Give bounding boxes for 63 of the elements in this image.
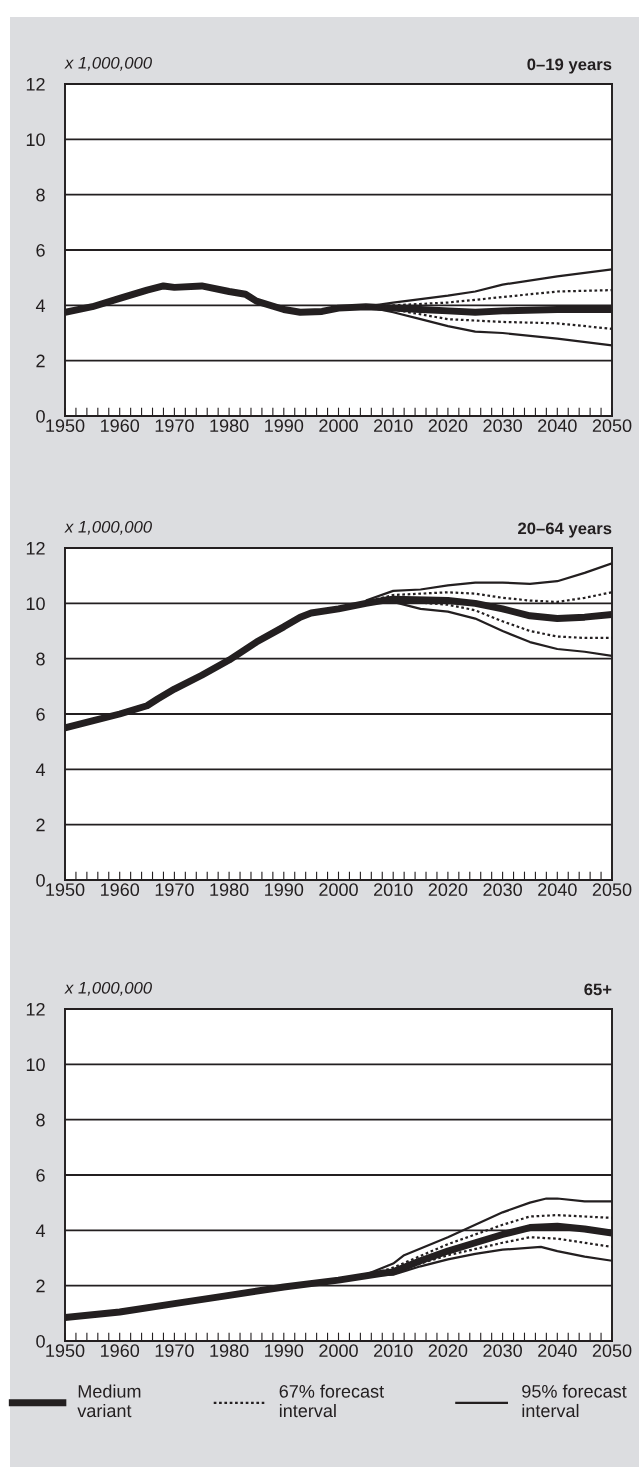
x-tick-label: 2020 bbox=[428, 1344, 468, 1358]
y-tick-label: 12 bbox=[26, 77, 45, 91]
x-tick-label: 2050 bbox=[592, 1344, 632, 1358]
y-tick-label: 0 bbox=[36, 1334, 45, 1348]
y-tick-label: 8 bbox=[36, 1113, 45, 1127]
y-tick-label: 6 bbox=[36, 1168, 45, 1182]
x-tick-label: 2030 bbox=[483, 1344, 522, 1358]
y-tick-label: 10 bbox=[26, 1058, 45, 1072]
x-tick-label: 1980 bbox=[210, 883, 249, 897]
x-tick-label: 1960 bbox=[101, 1344, 140, 1358]
y-tick-label: 10 bbox=[26, 133, 45, 147]
x-tick-label: 2040 bbox=[538, 883, 577, 897]
y-tick-label: 2 bbox=[36, 818, 45, 832]
x-tick-label: 2040 bbox=[538, 419, 577, 433]
y-tick-label: 12 bbox=[26, 541, 45, 555]
x-tick-label: 1950 bbox=[46, 1344, 85, 1358]
y-axis-title: x 1,000,000 bbox=[64, 56, 152, 71]
y-axis-title: x 1,000,000 bbox=[64, 981, 152, 996]
x-tick-label: 1990 bbox=[265, 419, 304, 433]
x-tick-label: 1970 bbox=[155, 419, 194, 433]
legend-label: 67% forecast interval bbox=[279, 1384, 384, 1418]
x-tick-label: 1970 bbox=[155, 883, 194, 897]
y-tick-label: 4 bbox=[35, 299, 46, 312]
y-tick-label: 4 bbox=[35, 763, 46, 776]
y-tick-label: 12 bbox=[26, 1002, 45, 1016]
x-tick-label: 2050 bbox=[592, 883, 632, 897]
x-tick-label: 2020 bbox=[428, 419, 468, 433]
chart-title: 20–64 years bbox=[518, 522, 612, 538]
x-tick-label: 2050 bbox=[592, 419, 632, 433]
x-tick-label: 2030 bbox=[483, 883, 522, 897]
legend-label: 95% forecast interval bbox=[522, 1384, 627, 1418]
x-tick-label: 2000 bbox=[319, 1344, 358, 1358]
x-tick-label: 1960 bbox=[101, 419, 140, 433]
x-tick-label: 2040 bbox=[538, 1344, 577, 1358]
y-tick-label: 8 bbox=[36, 188, 45, 202]
y-tick-label: 0 bbox=[36, 873, 45, 887]
x-tick-label: 2000 bbox=[319, 419, 358, 433]
y-tick-label: 8 bbox=[36, 652, 45, 666]
x-tick-label: 2030 bbox=[483, 419, 522, 433]
x-tick-label: 2010 bbox=[374, 883, 413, 897]
y-tick-label: 6 bbox=[36, 707, 45, 721]
x-tick-label: 1980 bbox=[210, 1344, 249, 1358]
chart-title: 0–19 years bbox=[527, 58, 612, 74]
y-axis-title: x 1,000,000 bbox=[64, 520, 152, 535]
x-tick-label: 2010 bbox=[374, 1344, 413, 1358]
x-tick-label: 2000 bbox=[319, 883, 358, 897]
legend-label: Medium variant bbox=[77, 1384, 141, 1418]
x-tick-label: 1960 bbox=[101, 883, 140, 897]
x-tick-label: 1970 bbox=[155, 1344, 194, 1358]
x-tick-label: 1980 bbox=[210, 419, 249, 433]
y-tick-label: 6 bbox=[36, 243, 45, 257]
y-tick-label: 0 bbox=[36, 409, 45, 423]
x-tick-label: 1950 bbox=[46, 883, 85, 897]
x-tick-label: 1990 bbox=[265, 1344, 304, 1358]
x-tick-label: 1950 bbox=[46, 419, 85, 433]
chart-title: 65+ bbox=[584, 983, 612, 996]
x-tick-label: 2020 bbox=[428, 883, 468, 897]
y-tick-label: 2 bbox=[36, 1279, 45, 1293]
x-tick-label: 1990 bbox=[265, 883, 304, 897]
y-tick-label: 4 bbox=[35, 1224, 46, 1237]
x-tick-label: 2010 bbox=[374, 419, 413, 433]
y-tick-label: 2 bbox=[36, 354, 45, 368]
y-tick-label: 10 bbox=[26, 597, 45, 611]
